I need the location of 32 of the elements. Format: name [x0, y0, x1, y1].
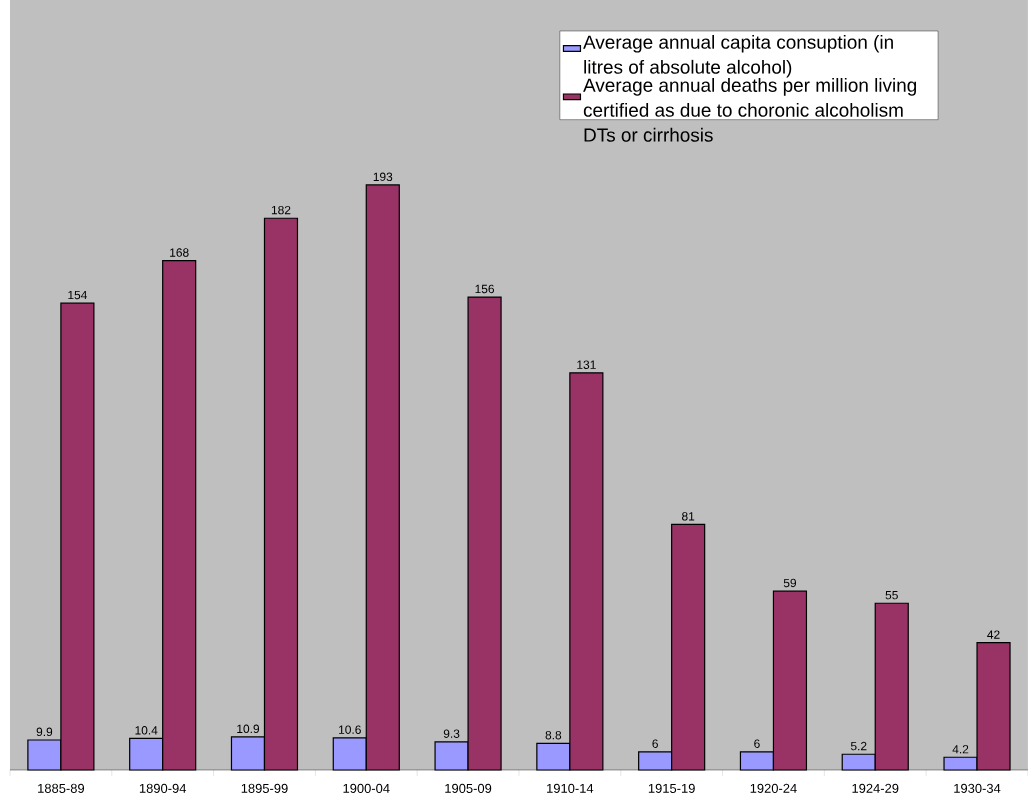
data-label: 8.8 [545, 730, 562, 740]
data-label: 9.9 [36, 727, 53, 737]
x-tick-label: 1930-34 [954, 783, 1001, 793]
x-tick-label: 1885-89 [38, 783, 85, 793]
data-label: 156 [475, 284, 495, 294]
data-label: 6 [652, 739, 658, 748]
data-label: 5.2 [850, 741, 867, 751]
data-label: 10.6 [339, 725, 361, 734]
legend-label: Average annual capita consuption (in litres of absolute alcohol) [583, 34, 893, 78]
x-tick-label: 1900-04 [343, 783, 390, 793]
x-tick-label: 1905-09 [445, 783, 492, 793]
data-label: 81 [682, 512, 695, 521]
legend-label: Average annual deaths per million living certified as due to choronic alcoholism DTs or cirrhosis [583, 78, 917, 142]
data-label: 9.3 [443, 729, 460, 738]
data-label: 193 [373, 172, 393, 181]
x-tick-label: 1924-29 [852, 783, 899, 793]
data-label: 10.9 [237, 724, 260, 734]
data-label: 10.4 [135, 726, 158, 735]
x-tick-label: 1920-24 [750, 783, 797, 793]
data-label: 182 [271, 205, 291, 215]
data-label: 154 [68, 290, 88, 300]
x-tick-label: 1910-14 [547, 783, 594, 793]
x-tick-label: 1895-99 [241, 783, 288, 793]
data-label: 4.2 [952, 745, 969, 754]
x-tick-label: 1890-94 [139, 783, 187, 793]
data-label: 42 [987, 630, 1000, 639]
data-label: 59 [783, 578, 797, 588]
data-label: 6 [754, 739, 760, 748]
data-label: 168 [170, 248, 189, 257]
data-label: 131 [577, 360, 596, 369]
x-tick-label: 1915-19 [648, 783, 695, 793]
data-label: 55 [885, 591, 898, 600]
